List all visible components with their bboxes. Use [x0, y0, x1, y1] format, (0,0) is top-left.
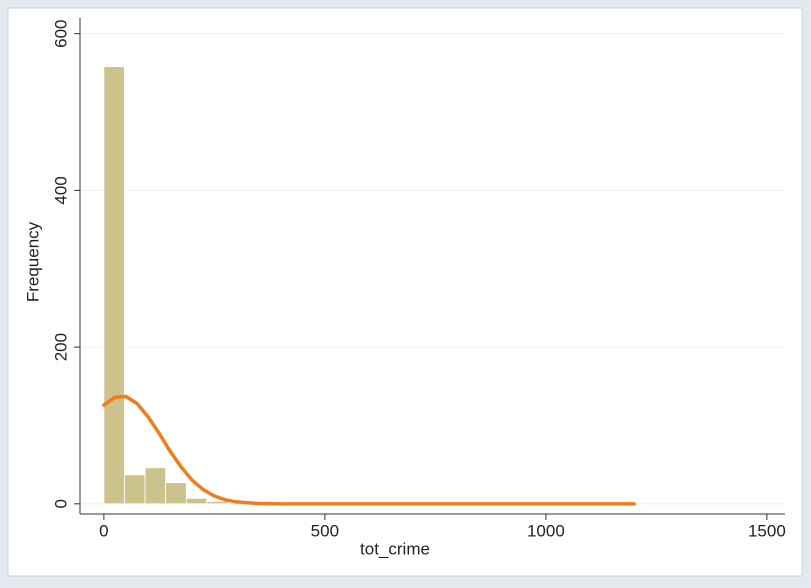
- y-axis-label: Frequency: [23, 221, 42, 302]
- x-axis-label: tot_crime: [360, 539, 430, 558]
- density-line: [102, 394, 637, 506]
- y-tick-label: 0: [51, 499, 70, 508]
- x-tick-label: 0: [99, 521, 108, 540]
- bar: [165, 482, 187, 505]
- x-tick-label: 1000: [527, 521, 565, 540]
- y-tick-label: 400: [51, 176, 70, 204]
- bar: [103, 66, 125, 505]
- bar: [185, 497, 208, 505]
- bar: [124, 474, 146, 505]
- bar: [144, 467, 167, 505]
- y-tick-label: 600: [51, 19, 70, 47]
- x-tick-label: 1500: [748, 521, 786, 540]
- x-tick-label: 500: [311, 521, 339, 540]
- y-tick-label: 200: [51, 333, 70, 361]
- bar: [206, 501, 228, 505]
